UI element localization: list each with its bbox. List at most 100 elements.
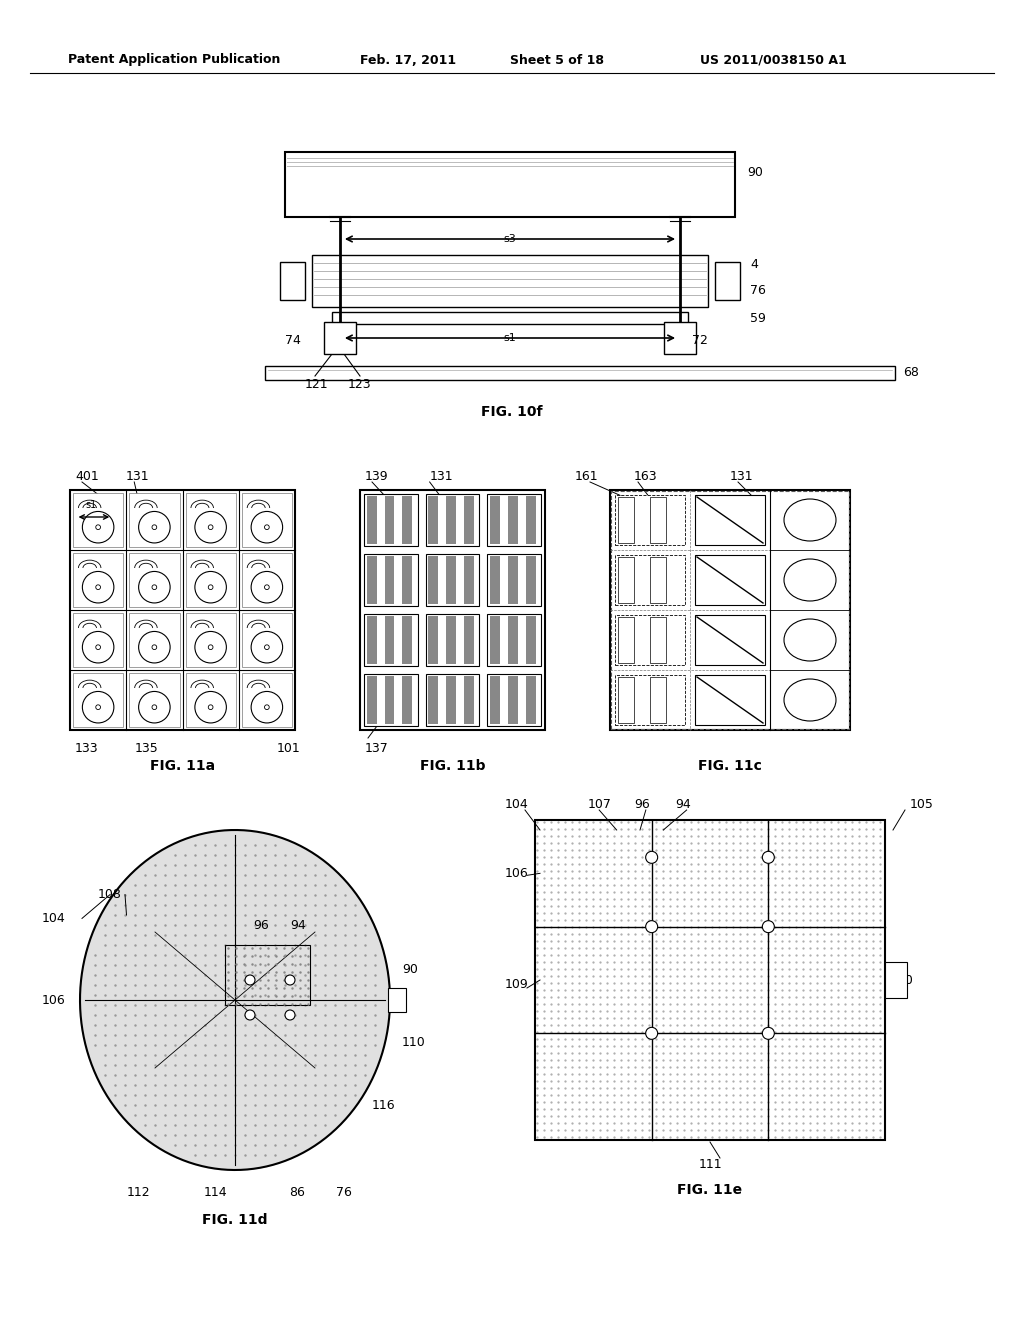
Circle shape (264, 525, 269, 529)
Bar (385, 556, 394, 605)
Circle shape (245, 975, 255, 985)
Bar (535, 820, 885, 1140)
Bar (715, 261, 740, 300)
Text: 109: 109 (505, 978, 528, 991)
Bar (446, 616, 456, 664)
Circle shape (245, 1010, 255, 1020)
Bar (367, 616, 377, 664)
Circle shape (762, 920, 774, 933)
Circle shape (762, 1027, 774, 1039)
Text: 74: 74 (285, 334, 301, 346)
Bar (324, 322, 356, 354)
Bar (525, 616, 536, 664)
Circle shape (285, 1010, 295, 1020)
Text: Feb. 17, 2011: Feb. 17, 2011 (360, 54, 456, 66)
Bar (332, 312, 688, 323)
Bar (428, 496, 438, 544)
Text: 90: 90 (897, 974, 912, 986)
Text: 131: 131 (430, 470, 454, 483)
Text: 86: 86 (289, 1185, 305, 1199)
Bar (508, 556, 518, 605)
Bar (242, 553, 292, 607)
Circle shape (285, 975, 295, 985)
Circle shape (96, 645, 100, 649)
Text: 104: 104 (42, 912, 66, 925)
Circle shape (264, 645, 269, 649)
Bar (490, 496, 500, 544)
Bar (426, 554, 479, 606)
Bar (367, 556, 377, 605)
Bar (185, 553, 236, 607)
Text: 76: 76 (750, 284, 766, 297)
Text: 163: 163 (634, 470, 657, 483)
Bar (428, 616, 438, 664)
Text: 105: 105 (910, 799, 934, 812)
Bar (490, 616, 500, 664)
Bar (664, 322, 696, 354)
Text: Sheet 5 of 18: Sheet 5 of 18 (510, 54, 604, 66)
Bar (464, 496, 474, 544)
Circle shape (96, 525, 100, 529)
Circle shape (96, 705, 100, 710)
Text: 133: 133 (75, 742, 98, 755)
Bar (446, 556, 456, 605)
Bar (385, 496, 394, 544)
Bar (490, 676, 500, 723)
Bar (364, 554, 418, 606)
Text: 108: 108 (98, 888, 122, 902)
Bar (129, 612, 179, 667)
Text: 112: 112 (127, 1185, 151, 1199)
Text: FIG. 10f: FIG. 10f (481, 405, 543, 418)
Bar (464, 556, 474, 605)
Bar (385, 676, 394, 723)
Bar (364, 494, 418, 546)
Bar (446, 496, 456, 544)
Circle shape (208, 525, 213, 529)
Text: 121: 121 (305, 378, 329, 391)
Circle shape (646, 920, 657, 933)
Bar (695, 675, 765, 725)
Bar (129, 673, 179, 727)
Circle shape (646, 851, 657, 863)
Circle shape (264, 585, 269, 590)
Bar (650, 616, 666, 663)
Text: Patent Application Publication: Patent Application Publication (68, 54, 281, 66)
Bar (610, 490, 850, 730)
Bar (364, 675, 418, 726)
Bar (385, 616, 394, 664)
Bar (367, 676, 377, 723)
Bar (508, 496, 518, 544)
Bar (280, 261, 305, 300)
Bar (464, 616, 474, 664)
Bar (615, 615, 685, 665)
Bar (490, 556, 500, 605)
Bar (618, 498, 634, 543)
Text: FIG. 11a: FIG. 11a (150, 759, 215, 774)
Circle shape (208, 645, 213, 649)
Text: 401: 401 (75, 470, 98, 483)
Circle shape (762, 851, 774, 863)
Text: 4: 4 (750, 259, 758, 272)
Text: FIG. 11d: FIG. 11d (203, 1213, 267, 1228)
Bar (265, 366, 895, 380)
Bar (185, 673, 236, 727)
Circle shape (96, 585, 100, 590)
Bar (426, 494, 479, 546)
Text: 116: 116 (372, 1098, 395, 1111)
Bar (426, 675, 479, 726)
Text: 111: 111 (698, 1159, 722, 1172)
Bar (650, 498, 666, 543)
Bar (402, 616, 413, 664)
Bar (242, 492, 292, 546)
Bar (508, 676, 518, 723)
Text: 96: 96 (253, 919, 268, 932)
Text: 114: 114 (204, 1185, 227, 1199)
Bar (312, 255, 708, 308)
Bar (426, 614, 479, 667)
Text: 94: 94 (290, 919, 306, 932)
Text: 137: 137 (365, 742, 389, 755)
Bar (650, 557, 666, 603)
Bar (618, 616, 634, 663)
Text: 96: 96 (634, 799, 650, 812)
Bar (402, 676, 413, 723)
